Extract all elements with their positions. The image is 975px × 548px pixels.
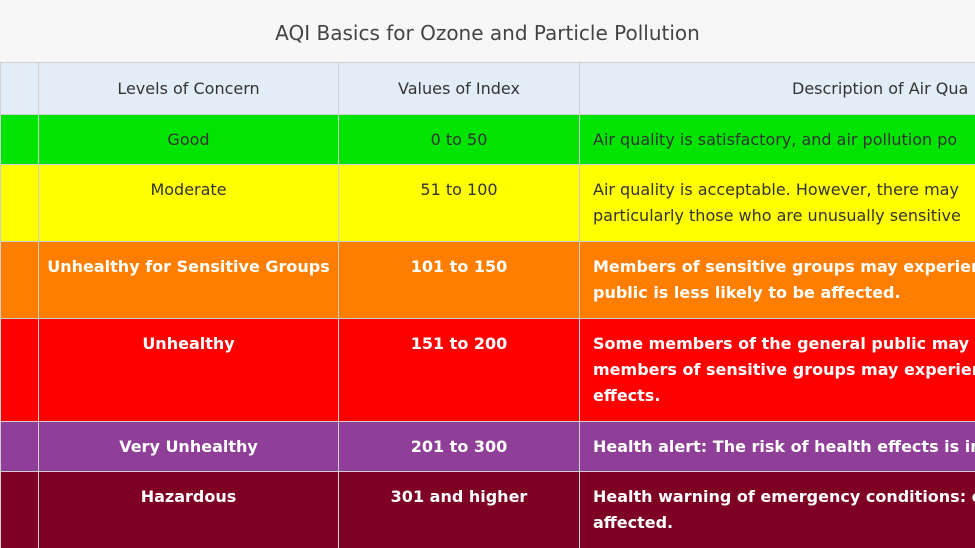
header-values-of-index: Values of Index [338, 62, 580, 115]
value-cell: 101 to 150 [338, 241, 580, 319]
level-cell: Unhealthy [38, 318, 339, 422]
row-stub-cell [0, 241, 39, 319]
table-row-unhealthy: Unhealthy 151 to 200 Some members of the… [0, 318, 975, 422]
table-title: AQI Basics for Ozone and Particle Pollut… [275, 21, 700, 45]
value-cell: 151 to 200 [338, 318, 580, 422]
table-header-row: Levels of Concern Values of Index Descri… [0, 62, 975, 115]
table-row-unhealthy-sensitive: Unhealthy for Sensitive Groups 101 to 15… [0, 241, 975, 319]
header-description: Description of Air Qua [579, 62, 975, 115]
header-stub-cell [0, 62, 39, 115]
description-cell: Health warning of emergency conditions: … [579, 471, 975, 548]
table-row-moderate: Moderate 51 to 100 Air quality is accept… [0, 164, 975, 242]
table-row-good: Good 0 to 50 Air quality is satisfactory… [0, 114, 975, 165]
aqi-table: Levels of Concern Values of Index Descri… [0, 62, 975, 548]
description-cell: Some members of the general public may e… [579, 318, 975, 422]
row-stub-cell [0, 114, 39, 165]
level-cell: Hazardous [38, 471, 339, 548]
level-cell: Very Unhealthy [38, 421, 339, 472]
level-cell: Good [38, 114, 339, 165]
row-stub-cell [0, 164, 39, 242]
table-row-very-unhealthy: Very Unhealthy 201 to 300 Health alert: … [0, 421, 975, 472]
value-cell: 301 and higher [338, 471, 580, 548]
table-caption-bar: AQI Basics for Ozone and Particle Pollut… [0, 0, 975, 63]
row-stub-cell [0, 421, 39, 472]
value-cell: 201 to 300 [338, 421, 580, 472]
description-cell: Health alert: The risk of health effects… [579, 421, 975, 472]
value-cell: 0 to 50 [338, 114, 580, 165]
level-cell: Unhealthy for Sensitive Groups [38, 241, 339, 319]
level-cell: Moderate [38, 164, 339, 242]
row-stub-cell [0, 471, 39, 548]
value-cell: 51 to 100 [338, 164, 580, 242]
table-row-hazardous: Hazardous 301 and higher Health warning … [0, 471, 975, 548]
description-cell: Members of sensitive groups may experien… [579, 241, 975, 319]
description-cell: Air quality is satisfactory, and air pol… [579, 114, 975, 165]
row-stub-cell [0, 318, 39, 422]
header-levels-of-concern: Levels of Concern [38, 62, 339, 115]
description-cell: Air quality is acceptable. However, ther… [579, 164, 975, 242]
